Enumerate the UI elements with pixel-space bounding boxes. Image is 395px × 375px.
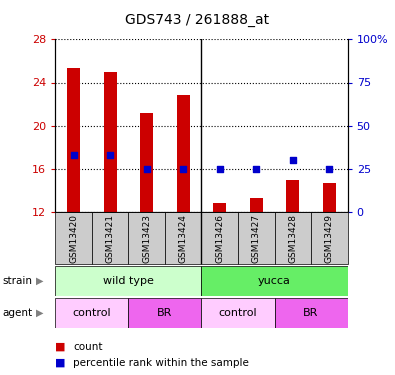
Text: GSM13428: GSM13428 <box>288 214 297 262</box>
Bar <box>275 298 348 328</box>
Text: BR: BR <box>303 308 319 318</box>
Text: ■: ■ <box>55 342 66 352</box>
Text: strain: strain <box>2 276 32 286</box>
Bar <box>177 96 190 212</box>
Point <box>70 152 77 158</box>
Bar <box>165 212 201 264</box>
Bar <box>128 298 201 328</box>
Bar <box>140 112 153 212</box>
Point <box>290 157 296 163</box>
Point <box>180 166 186 172</box>
Text: percentile rank within the sample: percentile rank within the sample <box>73 358 249 368</box>
Text: GSM13429: GSM13429 <box>325 214 334 262</box>
Bar <box>213 203 226 212</box>
Bar <box>55 266 201 296</box>
Text: GSM13426: GSM13426 <box>215 214 224 262</box>
Bar <box>67 69 80 212</box>
Point <box>216 166 223 172</box>
Bar <box>104 72 117 212</box>
Text: ■: ■ <box>55 358 66 368</box>
Text: BR: BR <box>157 308 173 318</box>
Bar <box>250 198 263 212</box>
Text: GSM13424: GSM13424 <box>179 214 188 262</box>
Point <box>326 166 333 172</box>
Bar <box>55 212 92 264</box>
Point <box>107 152 113 158</box>
Text: control: control <box>73 308 111 318</box>
Bar <box>128 212 165 264</box>
Bar <box>92 212 128 264</box>
Text: GSM13421: GSM13421 <box>105 214 115 262</box>
Text: ▶: ▶ <box>36 308 44 318</box>
Bar <box>275 212 311 264</box>
Text: wild type: wild type <box>103 276 154 286</box>
Text: control: control <box>219 308 257 318</box>
Bar <box>311 212 348 264</box>
Bar <box>286 180 299 212</box>
Point <box>143 166 150 172</box>
Bar <box>238 212 275 264</box>
Text: yucca: yucca <box>258 276 291 286</box>
Text: agent: agent <box>2 308 32 318</box>
Text: count: count <box>73 342 103 352</box>
Bar <box>201 212 238 264</box>
Text: ▶: ▶ <box>36 276 44 286</box>
Text: GDS743 / 261888_at: GDS743 / 261888_at <box>126 13 269 27</box>
Bar <box>55 298 128 328</box>
Point <box>253 166 260 172</box>
Bar <box>323 183 336 212</box>
Text: GSM13423: GSM13423 <box>142 214 151 262</box>
Text: GSM13420: GSM13420 <box>69 214 78 262</box>
Text: GSM13427: GSM13427 <box>252 214 261 262</box>
Bar <box>201 298 275 328</box>
Bar <box>201 266 348 296</box>
